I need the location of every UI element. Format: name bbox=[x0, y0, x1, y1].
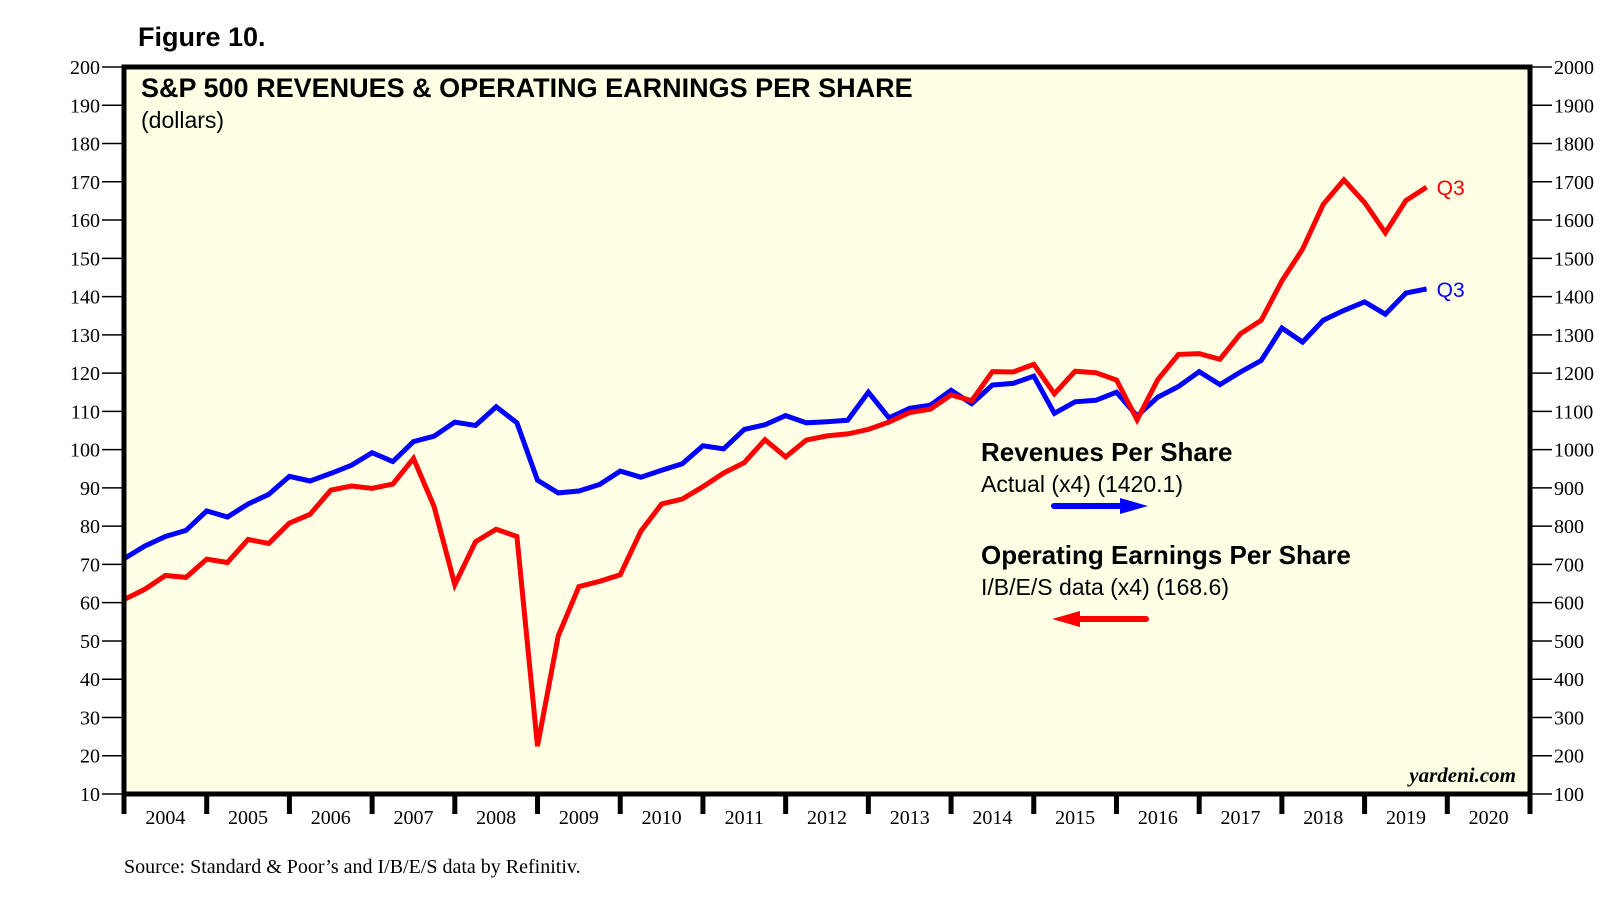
x-tick-label: 2009 bbox=[559, 807, 599, 829]
legend-revenues-title: Revenues Per Share bbox=[981, 437, 1232, 467]
operating-earnings-per-share-line bbox=[122, 176, 1428, 747]
left-tick-label: 10 bbox=[80, 784, 100, 806]
earnings-end-label: Q3 bbox=[1437, 177, 1465, 200]
right-tick-label: 400 bbox=[1554, 669, 1584, 691]
left-axis: 200 190 180 170 160 150 140 130 120 110 100 90 80 70 6… bbox=[70, 57, 124, 806]
right-tick-label: 800 bbox=[1554, 516, 1584, 538]
right-tick-label: 100 bbox=[1554, 784, 1584, 806]
legend-earnings-title: Operating Earnings Per Share bbox=[981, 540, 1351, 570]
chart-title: S&P 500 REVENUES & OPERATING EARNINGS PE… bbox=[141, 73, 913, 103]
arrow-head bbox=[1120, 498, 1148, 514]
x-tick-label: 2013 bbox=[890, 807, 930, 829]
x-tick-label: 2016 bbox=[1138, 807, 1178, 829]
right-tick-label: 1600 bbox=[1554, 210, 1594, 232]
legend: Revenues Per Share Actual (x4) (1420.1) … bbox=[981, 437, 1351, 627]
right-tick-label: 1000 bbox=[1554, 440, 1594, 462]
left-tick-label: 70 bbox=[80, 554, 100, 576]
right-tick-label: 500 bbox=[1554, 631, 1584, 653]
figure-label: Figure 10. bbox=[138, 22, 266, 52]
revenues-per-share-line bbox=[122, 286, 1428, 561]
left-tick-label: 40 bbox=[80, 669, 100, 691]
arrow-head bbox=[1052, 611, 1080, 627]
plot-frame bbox=[121, 64, 1533, 797]
left-tick-label: 100 bbox=[70, 440, 100, 462]
left-tick-label: 150 bbox=[70, 248, 100, 270]
right-tick-label: 1700 bbox=[1554, 172, 1594, 194]
x-tick-label: 2018 bbox=[1303, 807, 1343, 829]
right-tick-label: 1300 bbox=[1554, 325, 1594, 347]
x-tick-label: 2012 bbox=[807, 807, 847, 829]
left-tick-label: 80 bbox=[80, 516, 100, 538]
right-tick-label: 2000 bbox=[1554, 57, 1594, 79]
x-tick-label: 2010 bbox=[642, 807, 682, 829]
x-tick-label: 2019 bbox=[1386, 807, 1426, 829]
left-tick-label: 30 bbox=[80, 707, 100, 729]
left-tick-label: 180 bbox=[70, 134, 100, 156]
right-tick-label: 1900 bbox=[1554, 95, 1594, 117]
left-tick-label: 60 bbox=[80, 593, 100, 615]
right-tick-label: 200 bbox=[1554, 746, 1584, 768]
x-tick-label: 2007 bbox=[393, 807, 433, 829]
left-tick-label: 200 bbox=[70, 57, 100, 79]
x-tick-label: 2004 bbox=[145, 807, 185, 829]
x-tick-label: 2014 bbox=[972, 807, 1012, 829]
left-tick-label: 120 bbox=[70, 363, 100, 385]
left-tick-label: 160 bbox=[70, 210, 100, 232]
right-tick-label: 900 bbox=[1554, 478, 1584, 500]
right-tick-label: 600 bbox=[1554, 593, 1584, 615]
legend-earnings-note: I/B/E/S data (x4) (168.6) bbox=[981, 574, 1229, 600]
x-axis: 2004 2005 2006 2007 2008 2009 2010 2011 2012 2013… bbox=[121, 794, 1533, 829]
arrow-left-icon bbox=[1052, 611, 1149, 627]
left-tick-label: 130 bbox=[70, 325, 100, 347]
right-tick-label: 1500 bbox=[1554, 248, 1594, 270]
x-tick-label: 2006 bbox=[311, 807, 351, 829]
left-tick-label: 140 bbox=[70, 287, 100, 309]
right-tick-label: 700 bbox=[1554, 554, 1584, 576]
right-tick-label: 1800 bbox=[1554, 134, 1594, 156]
right-tick-label: 300 bbox=[1554, 707, 1584, 729]
right-tick-label: 1100 bbox=[1554, 401, 1593, 423]
right-axis: 2000 1900 1800 1700 1600 1500 1400 1300 1200 1100… bbox=[1530, 57, 1594, 806]
x-tick-label: 2015 bbox=[1055, 807, 1095, 829]
x-tick-label: 2017 bbox=[1221, 807, 1261, 829]
arrow-right-icon bbox=[1051, 498, 1148, 514]
x-tick-label: 2011 bbox=[725, 807, 764, 829]
chart-subtitle: (dollars) bbox=[141, 107, 224, 133]
right-tick-label: 1200 bbox=[1554, 363, 1594, 385]
series-layer: Q3 Q3 bbox=[122, 176, 1465, 747]
left-tick-label: 50 bbox=[80, 631, 100, 653]
x-tick-label: 2005 bbox=[228, 807, 268, 829]
left-tick-label: 90 bbox=[80, 478, 100, 500]
left-tick-label: 20 bbox=[80, 746, 100, 768]
x-tick-label: 2020 bbox=[1469, 807, 1509, 829]
legend-revenues-note: Actual (x4) (1420.1) bbox=[981, 471, 1183, 497]
left-tick-label: 170 bbox=[70, 172, 100, 194]
left-tick-label: 110 bbox=[71, 401, 100, 423]
plot-background bbox=[124, 67, 1530, 794]
x-tick-label: 2008 bbox=[476, 807, 516, 829]
revenues-end-label: Q3 bbox=[1437, 279, 1465, 302]
source-note: Source: Standard & Poor’s and I/B/E/S da… bbox=[124, 856, 581, 878]
watermark: yardeni.com bbox=[1406, 763, 1516, 787]
left-tick-label: 190 bbox=[70, 95, 100, 117]
right-tick-label: 1400 bbox=[1554, 287, 1594, 309]
